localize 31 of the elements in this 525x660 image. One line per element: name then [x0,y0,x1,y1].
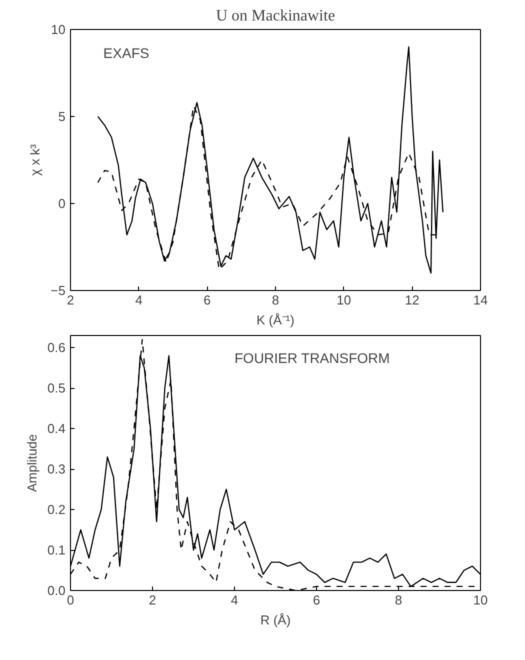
y-tick-label: 0 [58,196,66,211]
annotation: FOURIER TRANSFORM [234,350,390,366]
y-tick-label: 0.3 [47,462,66,477]
y-tick-label: 0.5 [47,380,66,396]
x-axis-title: R (Å) [260,612,291,628]
x-tick-label: 14 [473,292,488,308]
y-tick-label: 0.0 [47,583,66,598]
y-tick-label: 0.6 [47,340,66,356]
x-tick-label: 2 [66,292,74,308]
x-tick-label: 8 [272,292,280,308]
x-tick-label: 12 [404,292,420,308]
x-tick-label: 10 [473,592,488,608]
y-tick-label: 5 [58,109,66,124]
y-axis-title: χ x k³ [28,144,43,176]
x-tick-label: 6 [204,292,211,308]
y-axis-title: Amplitude [24,434,40,492]
x-tick-label: 10 [336,292,352,308]
y-tick-label: 0.1 [47,542,66,558]
x-tick-label: 4 [230,592,238,608]
x-tick-label: 8 [394,592,402,608]
y-tick-label: 10 [51,22,66,37]
x-axis-title: K (Å⁻¹) [256,312,294,328]
x-tick-label: 4 [135,292,142,308]
line-series [97,46,444,274]
x-tick-label: 2 [148,592,156,608]
chart-title: U on Mackinawite [216,8,336,24]
y-tick-label: 0.4 [47,421,66,436]
x-tick-label: 6 [312,592,320,608]
y-tick-label: −5 [50,283,66,298]
annotation: EXAFS [103,44,150,61]
y-tick-label: 0.2 [47,502,66,518]
